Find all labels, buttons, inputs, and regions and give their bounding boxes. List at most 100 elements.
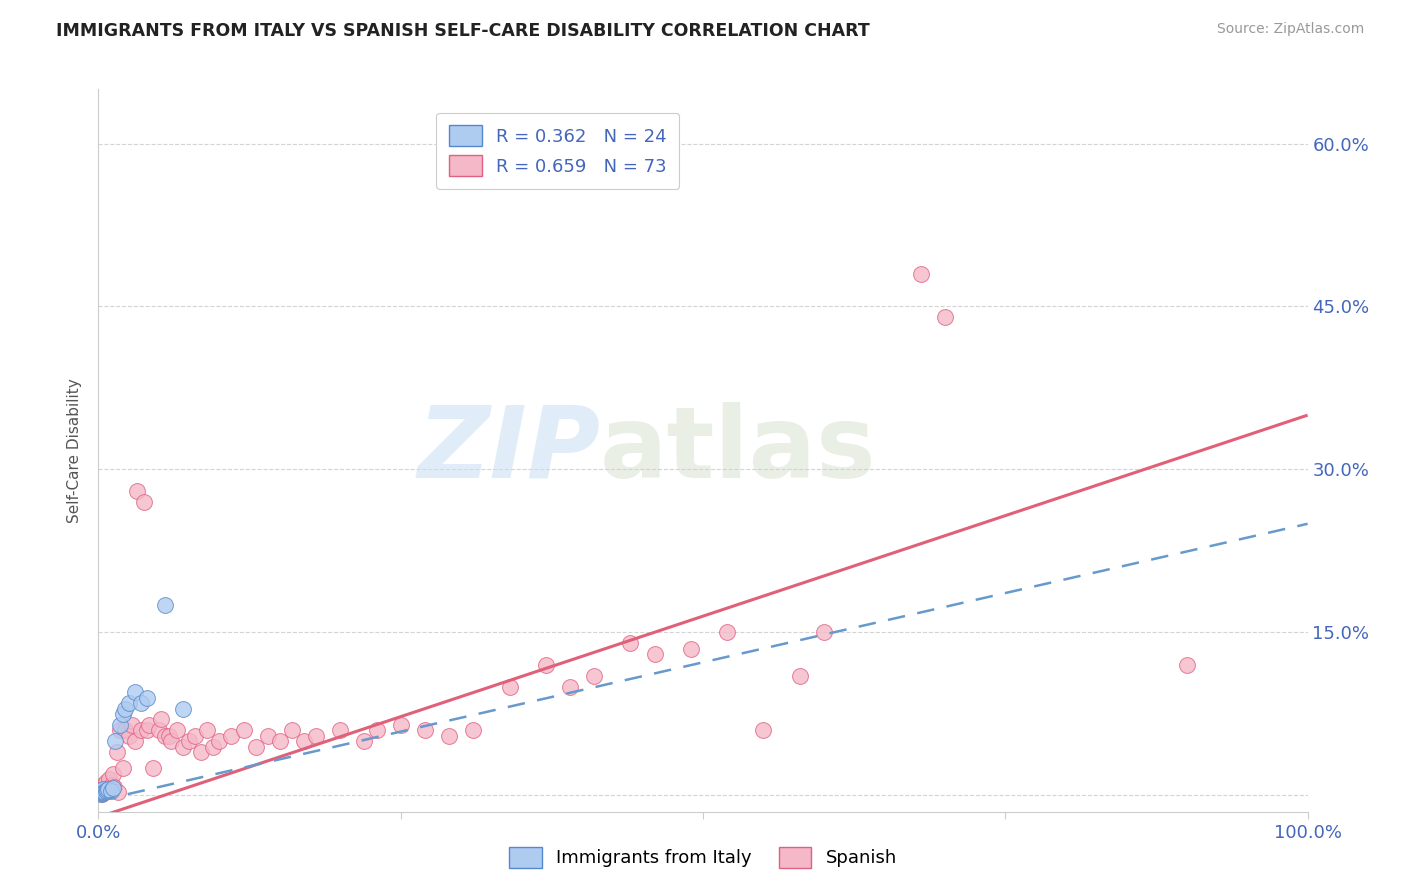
Point	[100, 781, 122, 796]
Point	[208, 734, 231, 748]
Point	[90, 786, 112, 800]
Point	[789, 669, 811, 683]
Point	[148, 723, 170, 738]
Point	[90, 788, 112, 802]
Point	[93, 785, 115, 799]
Point	[583, 669, 606, 683]
Point	[96, 783, 118, 797]
Point	[153, 599, 176, 613]
Point	[103, 780, 125, 794]
Point	[124, 685, 146, 699]
Point	[910, 267, 932, 281]
Point	[329, 723, 352, 738]
Point	[160, 734, 183, 748]
Point	[90, 784, 112, 798]
Point	[89, 785, 111, 799]
Point	[121, 718, 143, 732]
Point	[534, 658, 557, 673]
Point	[413, 723, 436, 738]
Point	[437, 729, 460, 743]
Text: ZIP: ZIP	[418, 402, 600, 499]
Point	[91, 786, 114, 800]
Point	[114, 723, 136, 738]
Point	[97, 781, 120, 796]
Legend: R = 0.362   N = 24, R = 0.659   N = 73: R = 0.362 N = 24, R = 0.659 N = 73	[436, 112, 679, 189]
Point	[934, 310, 956, 325]
Point	[166, 723, 188, 738]
Point	[184, 729, 207, 743]
Point	[105, 745, 128, 759]
Point	[90, 780, 112, 794]
Point	[1175, 658, 1198, 673]
Point	[172, 701, 194, 715]
Point	[89, 786, 111, 800]
Point	[153, 729, 176, 743]
Point	[353, 734, 375, 748]
Point	[91, 780, 114, 795]
Point	[94, 775, 117, 789]
Point	[256, 729, 278, 743]
Point	[281, 723, 304, 738]
Y-axis label: Self-Care Disability: Self-Care Disability	[67, 378, 83, 523]
Point	[135, 690, 157, 705]
Point	[91, 788, 114, 802]
Point	[91, 783, 114, 797]
Point	[150, 712, 173, 726]
Point	[752, 723, 775, 738]
Point	[232, 723, 254, 738]
Point	[118, 729, 141, 743]
Point	[813, 625, 835, 640]
Point	[366, 723, 388, 738]
Point	[129, 696, 152, 710]
Point	[221, 729, 243, 743]
Text: atlas: atlas	[600, 402, 877, 499]
Point	[100, 784, 122, 798]
Point	[100, 778, 122, 792]
Point	[89, 785, 111, 799]
Point	[118, 696, 141, 710]
Point	[98, 772, 121, 786]
Point	[91, 785, 114, 799]
Point	[94, 784, 117, 798]
Point	[111, 706, 134, 721]
Legend: Immigrants from Italy, Spanish: Immigrants from Italy, Spanish	[498, 836, 908, 879]
Point	[108, 718, 131, 732]
Point	[644, 647, 666, 661]
Point	[292, 734, 315, 748]
Point	[179, 734, 201, 748]
Point	[108, 723, 131, 738]
Point	[190, 745, 212, 759]
Text: IMMIGRANTS FROM ITALY VS SPANISH SELF-CARE DISABILITY CORRELATION CHART: IMMIGRANTS FROM ITALY VS SPANISH SELF-CA…	[56, 22, 870, 40]
Point	[679, 641, 702, 656]
Point	[202, 739, 225, 754]
Point	[97, 780, 120, 794]
Point	[107, 785, 129, 799]
Point	[124, 734, 146, 748]
Point	[129, 723, 152, 738]
Point	[245, 739, 267, 754]
Point	[104, 734, 127, 748]
Point	[89, 781, 111, 796]
Point	[305, 729, 328, 743]
Point	[558, 680, 581, 694]
Point	[91, 781, 114, 796]
Point	[195, 723, 218, 738]
Point	[463, 723, 485, 738]
Point	[157, 729, 180, 743]
Point	[716, 625, 738, 640]
Point	[619, 636, 641, 650]
Text: Source: ZipAtlas.com: Source: ZipAtlas.com	[1216, 22, 1364, 37]
Point	[172, 739, 194, 754]
Point	[142, 761, 165, 775]
Point	[498, 680, 520, 694]
Point	[114, 701, 136, 715]
Point	[93, 785, 115, 799]
Point	[135, 723, 157, 738]
Point	[111, 761, 134, 775]
Point	[389, 718, 412, 732]
Point	[91, 784, 114, 798]
Point	[96, 783, 118, 797]
Point	[101, 780, 124, 795]
Point	[91, 778, 114, 792]
Point	[127, 484, 149, 499]
